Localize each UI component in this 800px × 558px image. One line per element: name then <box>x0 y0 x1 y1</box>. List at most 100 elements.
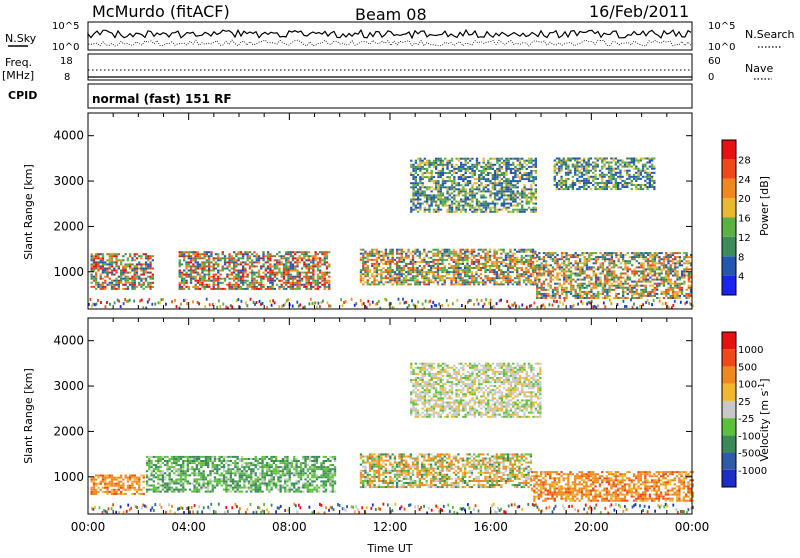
data-cell <box>111 286 113 288</box>
data-cell <box>507 275 509 277</box>
data-cell <box>624 180 626 182</box>
data-cell <box>487 174 489 176</box>
data-cell <box>610 162 612 164</box>
data-cell <box>407 257 409 259</box>
data-cell <box>604 256 606 258</box>
data-cell <box>197 251 199 253</box>
data-cell <box>581 186 583 188</box>
data-cell <box>646 182 648 184</box>
data-cell <box>558 182 560 184</box>
data-cell <box>423 267 425 269</box>
data-cell <box>503 273 505 275</box>
data-cell <box>407 273 409 275</box>
data-cell <box>613 184 615 186</box>
data-cell <box>482 283 484 285</box>
data-cell <box>646 168 648 170</box>
data-cell <box>373 267 375 269</box>
data-cell <box>125 477 127 479</box>
data-cell <box>503 160 505 162</box>
data-cell <box>134 475 136 477</box>
data-cell <box>111 485 113 487</box>
data-cell <box>471 281 473 283</box>
data-cell <box>115 489 117 491</box>
data-cell <box>115 265 117 267</box>
data-cell <box>663 262 665 264</box>
data-cell <box>552 275 554 277</box>
colorbar-tick-label: 28 <box>738 155 751 166</box>
data-cell <box>228 263 230 265</box>
data-cell <box>478 255 480 257</box>
data-cell <box>514 166 516 168</box>
data-cell <box>558 158 560 160</box>
data-cell <box>665 293 667 295</box>
data-cell <box>565 291 567 293</box>
data-cell <box>599 293 601 295</box>
data-cell <box>561 289 563 291</box>
data-cell <box>523 211 525 213</box>
data-cell <box>238 272 240 274</box>
data-cell <box>567 188 569 190</box>
data-cell <box>532 267 534 269</box>
data-cell <box>658 256 660 258</box>
data-cell <box>392 283 394 285</box>
data-cell <box>467 162 469 164</box>
data-cell <box>233 261 235 263</box>
data-cell <box>210 276 212 278</box>
data-cell <box>446 299 448 302</box>
data-cell <box>457 253 459 255</box>
data-cell <box>653 299 655 302</box>
data-cell <box>437 255 439 257</box>
data-cell <box>453 190 455 192</box>
data-cell <box>417 164 419 166</box>
data-cell <box>488 302 490 305</box>
data-cell <box>453 194 455 196</box>
data-cell <box>577 254 579 256</box>
data-cell <box>613 186 615 188</box>
data-cell <box>532 275 534 277</box>
data-cell <box>426 170 428 172</box>
data-cell <box>611 285 613 287</box>
data-cell <box>487 188 489 190</box>
data-cell <box>491 263 493 265</box>
data-cell <box>586 285 588 287</box>
colorbar-segment <box>722 256 736 275</box>
data-cell <box>258 284 260 286</box>
data-cell <box>532 178 534 180</box>
data-cell <box>606 289 608 291</box>
data-cell <box>480 277 482 279</box>
data-cell <box>688 262 690 264</box>
data-cell <box>131 259 133 261</box>
data-cell <box>367 275 369 277</box>
data-cell <box>278 255 280 257</box>
data-cell <box>296 263 298 265</box>
data-cell <box>501 172 503 174</box>
data-cell <box>435 194 437 196</box>
data-cell <box>603 176 605 178</box>
data-cell <box>276 268 278 270</box>
data-cell <box>245 302 247 305</box>
data-cell <box>645 268 647 270</box>
data-cell <box>312 261 314 263</box>
data-cell <box>626 178 628 180</box>
data-cell <box>597 188 599 190</box>
data-cell <box>579 180 581 182</box>
data-cell <box>617 168 619 170</box>
data-cell <box>579 273 581 275</box>
data-cell <box>392 269 394 271</box>
data-cell <box>494 164 496 166</box>
data-cell <box>122 268 124 270</box>
data-cell <box>201 272 203 274</box>
data-cell <box>305 251 307 253</box>
data-cell <box>525 251 527 253</box>
data-cell <box>644 166 646 168</box>
data-cell <box>412 201 414 203</box>
data-cell <box>649 260 651 262</box>
data-cell <box>633 270 635 272</box>
data-cell <box>113 268 115 270</box>
data-cell <box>517 168 519 170</box>
data-cell <box>416 269 418 271</box>
data-cell <box>604 297 606 299</box>
data-cell <box>535 188 537 190</box>
data-cell <box>389 251 391 253</box>
data-cell <box>228 284 230 286</box>
